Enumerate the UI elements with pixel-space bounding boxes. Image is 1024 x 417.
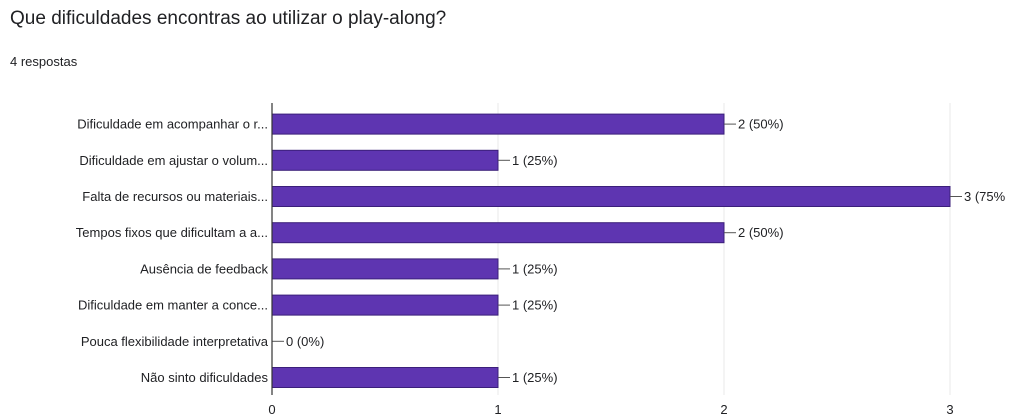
category-label: Não sinto dificuldades: [141, 370, 269, 385]
value-label: 1 (25%): [512, 370, 558, 385]
value-label: 2 (50%): [738, 117, 784, 132]
bar: [271, 149, 499, 171]
x-tick-label: 2: [720, 402, 727, 417]
value-label: 1 (25%): [512, 261, 558, 276]
value-label: 2 (50%): [738, 225, 784, 240]
category-label: Dificuldade em acompanhar o r...: [77, 117, 268, 132]
category-label: Dificuldade em ajustar o volum...: [79, 153, 268, 168]
response-count: 4 respostas: [10, 54, 78, 69]
value-label: 1 (25%): [512, 153, 558, 168]
category-label: Falta de recursos ou materiais...: [82, 189, 268, 204]
x-tick-label: 0: [268, 402, 275, 417]
bar: [271, 367, 499, 388]
bar: [271, 258, 499, 280]
value-label: 3 (75%: [964, 189, 1006, 204]
bar: [271, 222, 725, 244]
category-label: Ausência de feedback: [140, 261, 268, 276]
bar: [271, 113, 725, 135]
bar: [271, 186, 951, 207]
value-label: 0 (0%): [286, 334, 324, 349]
question-title: Que dificuldades encontras ao utilizar o…: [10, 8, 447, 29]
value-label: 1 (25%): [512, 298, 558, 313]
category-label: Dificuldade em manter a conce...: [78, 298, 268, 313]
category-label: Tempos fixos que dificultam a a...: [76, 225, 268, 240]
x-tick-label: 1: [494, 402, 501, 417]
bar: [271, 294, 499, 316]
x-tick-label: 3: [946, 402, 953, 417]
category-label: Pouca flexibilidade interpretativa: [81, 334, 269, 349]
